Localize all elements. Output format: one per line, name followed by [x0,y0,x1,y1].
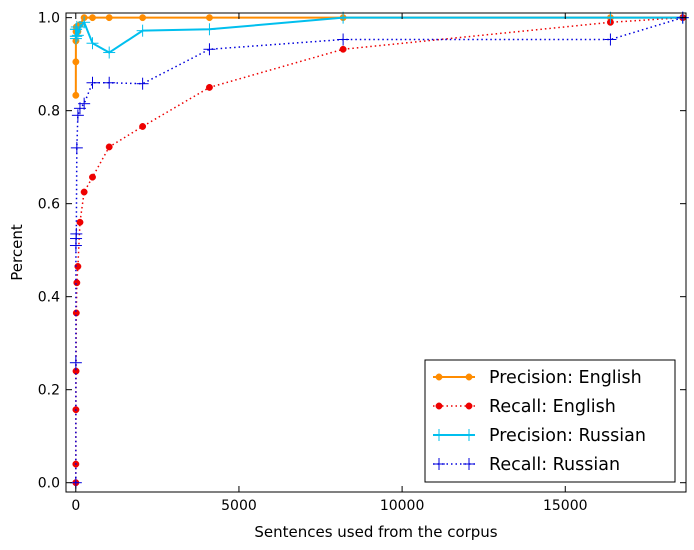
legend-marker [435,373,443,381]
legend-marker [435,402,443,410]
data-point [71,29,84,42]
legend-marker [463,429,475,441]
y-tick-label: 0.8 [38,104,60,120]
data-point [203,43,216,56]
y-tick-label: 0.4 [38,290,60,306]
data-point [205,14,213,22]
series-layer [69,11,689,489]
data-point [70,227,83,240]
y-tick-label: 0.2 [38,383,60,399]
data-point [69,356,82,369]
legend-marker [465,402,473,410]
data-point [337,11,350,24]
x-tick-label: 15000 [543,498,588,514]
x-axis-label: Sentences used from the corpus [254,523,497,541]
legend-marker [433,458,445,470]
series-2 [72,14,687,487]
legend-marker [463,458,475,470]
series-line [75,16,683,483]
data-point [205,83,213,91]
data-point [86,37,99,50]
data-point [78,97,91,110]
legend-marker [465,373,473,381]
data-point [89,14,96,22]
data-point [70,30,83,43]
data-point [80,188,88,196]
data-point [73,279,81,287]
data-point [71,109,84,122]
legend-item: Recall: English [433,397,616,417]
plot-frame [65,12,687,493]
data-point [76,218,84,226]
legend-label: Recall: English [489,397,616,417]
data-point [339,45,347,53]
data-point [103,76,116,89]
y-axis-label: Percent [8,224,26,281]
y-tick-label: 1.0 [38,11,60,27]
legend-marker [433,429,445,441]
data-point [203,23,216,36]
data-point [139,123,147,130]
data-point [103,46,116,59]
x-tick-label: 0 [71,498,80,514]
data-point [604,11,617,24]
data-point [604,33,617,46]
data-point [86,76,99,89]
data-point [74,263,82,270]
legend-item: Precision: Russian [433,426,646,446]
y-tick-label: 0.0 [38,476,60,492]
data-point [89,173,96,181]
legend-item: Precision: English [433,368,642,388]
legend-label: Precision: English [489,368,642,388]
legend-frame [424,359,676,483]
data-point [139,14,147,22]
series-4 [69,11,689,489]
data-point [78,16,91,29]
data-point [105,14,113,22]
data-point [136,24,149,37]
ticks-layer: 0 5000 10000 15000 0.0 0.2 0.4 0.6 0.8 1.0 [38,11,686,514]
data-point [72,58,80,66]
data-point [105,143,113,151]
data-point [72,91,80,99]
x-tick-label: 5000 [221,498,257,514]
legend-label: Recall: Russian [489,455,620,475]
data-point [70,141,83,154]
legend-label: Precision: Russian [489,426,646,446]
x-tick-label: 10000 [380,498,425,514]
y-tick-label: 0.6 [38,197,60,213]
legend-item: Recall: Russian [433,455,620,475]
data-point [136,77,149,90]
data-point [337,33,350,46]
legend: Precision: English Recall: English Precisi… [424,359,676,483]
